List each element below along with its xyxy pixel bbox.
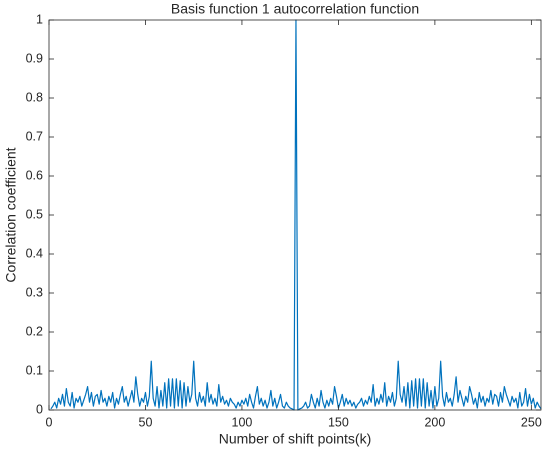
chart-title: Basis function 1 autocorrelation functio… (171, 1, 419, 17)
y-tick-label: 0.4 (26, 246, 43, 260)
x-tick-label: 100 (232, 415, 253, 429)
y-tick-label: 0.8 (26, 90, 43, 104)
y-tick-label: 1 (36, 12, 43, 26)
x-tick-label: 250 (521, 415, 542, 429)
y-tick-label: 0.2 (26, 324, 43, 338)
y-tick-label: 0.1 (26, 363, 43, 377)
y-tick-label: 0.3 (26, 285, 43, 299)
x-tick-label: 200 (424, 415, 445, 429)
y-axis-label: Correlation coefficient (3, 147, 19, 282)
y-tick-label: 0.9 (26, 51, 43, 65)
y-tick-label: 0.7 (26, 129, 43, 143)
x-tick-label: 50 (139, 415, 153, 429)
x-tick-label: 0 (46, 415, 53, 429)
y-tick-label: 0 (36, 402, 43, 416)
x-axis-label: Number of shift points(k) (219, 431, 372, 447)
x-tick-label: 150 (328, 415, 349, 429)
y-tick-label: 0.6 (26, 168, 43, 182)
y-tick-label: 0.5 (26, 207, 43, 221)
